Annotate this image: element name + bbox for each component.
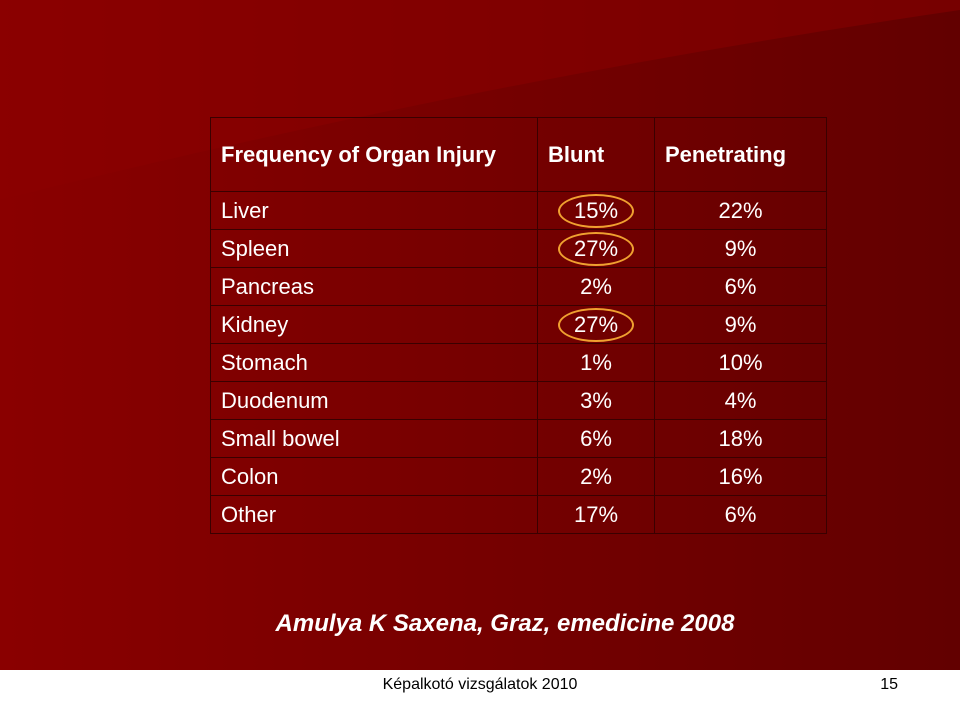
organ-cell: Colon (210, 457, 538, 496)
header-blunt: Blunt (537, 117, 655, 192)
blunt-value: 2% (580, 463, 612, 489)
table-row: Kidney 27% 9% (210, 305, 827, 344)
citation: Amulya K Saxena, Graz, emedicine 2008 (275, 610, 735, 637)
organ-cell: Spleen (210, 229, 538, 268)
blunt-cell: 15% (537, 191, 655, 230)
blunt-cell: 2% (537, 457, 655, 496)
organ-cell: Other (210, 495, 538, 534)
blunt-value: 3% (580, 387, 612, 413)
blunt-cell: 3% (537, 381, 655, 420)
highlighted-blunt-value: 27% (557, 231, 635, 266)
organ-cell: Duodenum (210, 381, 538, 420)
highlighted-blunt-value: 27% (557, 307, 635, 342)
organ-cell: Pancreas (210, 267, 538, 306)
blunt-value: 17% (573, 501, 619, 527)
penetrating-cell: 6% (654, 495, 827, 534)
penetrating-cell: 9% (654, 229, 827, 268)
blunt-cell: 27% (537, 229, 655, 268)
blunt-value: 6% (580, 425, 612, 451)
table-row: Small bowel 6% 18% (210, 419, 827, 458)
table-header-row: Frequency of Organ Injury Blunt Penetrat… (210, 117, 827, 192)
table-body: Liver 15% 22% Spleen 27% 9% Pancreas 2% 6% Kidney… (210, 191, 827, 534)
table-row: Pancreas 2% 6% (210, 267, 827, 306)
header-penetrating: Penetrating (654, 117, 827, 192)
blunt-cell: 17% (537, 495, 655, 534)
blunt-value: 2% (580, 273, 612, 299)
penetrating-cell: 6% (654, 267, 827, 306)
blunt-cell: 27% (537, 305, 655, 344)
table-row: Liver 15% 22% (210, 191, 827, 230)
penetrating-cell: 18% (654, 419, 827, 458)
penetrating-cell: 9% (654, 305, 827, 344)
blunt-cell: 6% (537, 419, 655, 458)
penetrating-cell: 16% (654, 457, 827, 496)
footer-bar (0, 670, 960, 716)
page-number: 15 (880, 676, 898, 693)
table-row: Duodenum 3% 4% (210, 381, 827, 420)
blunt-value: 1% (580, 349, 612, 375)
organ-cell: Kidney (210, 305, 538, 344)
penetrating-cell: 4% (654, 381, 827, 420)
table-row: Other 17% 6% (210, 495, 827, 534)
penetrating-cell: 22% (654, 191, 827, 230)
header-organ: Frequency of Organ Injury (210, 117, 538, 192)
blunt-cell: 2% (537, 267, 655, 306)
blunt-cell: 1% (537, 343, 655, 382)
penetrating-cell: 10% (654, 343, 827, 382)
table-row: Colon 2% 16% (210, 457, 827, 496)
organ-cell: Stomach (210, 343, 538, 382)
footer-text: Képalkotó vizsgálatok 2010 (382, 676, 578, 693)
table-row: Stomach 1% 10% (210, 343, 827, 382)
highlighted-blunt-value: 15% (557, 193, 635, 228)
organ-injury-table: Frequency of Organ Injury Blunt Penetrat… (210, 117, 827, 534)
organ-cell: Small bowel (210, 419, 538, 458)
table-row: Spleen 27% 9% (210, 229, 827, 268)
organ-cell: Liver (210, 191, 538, 230)
